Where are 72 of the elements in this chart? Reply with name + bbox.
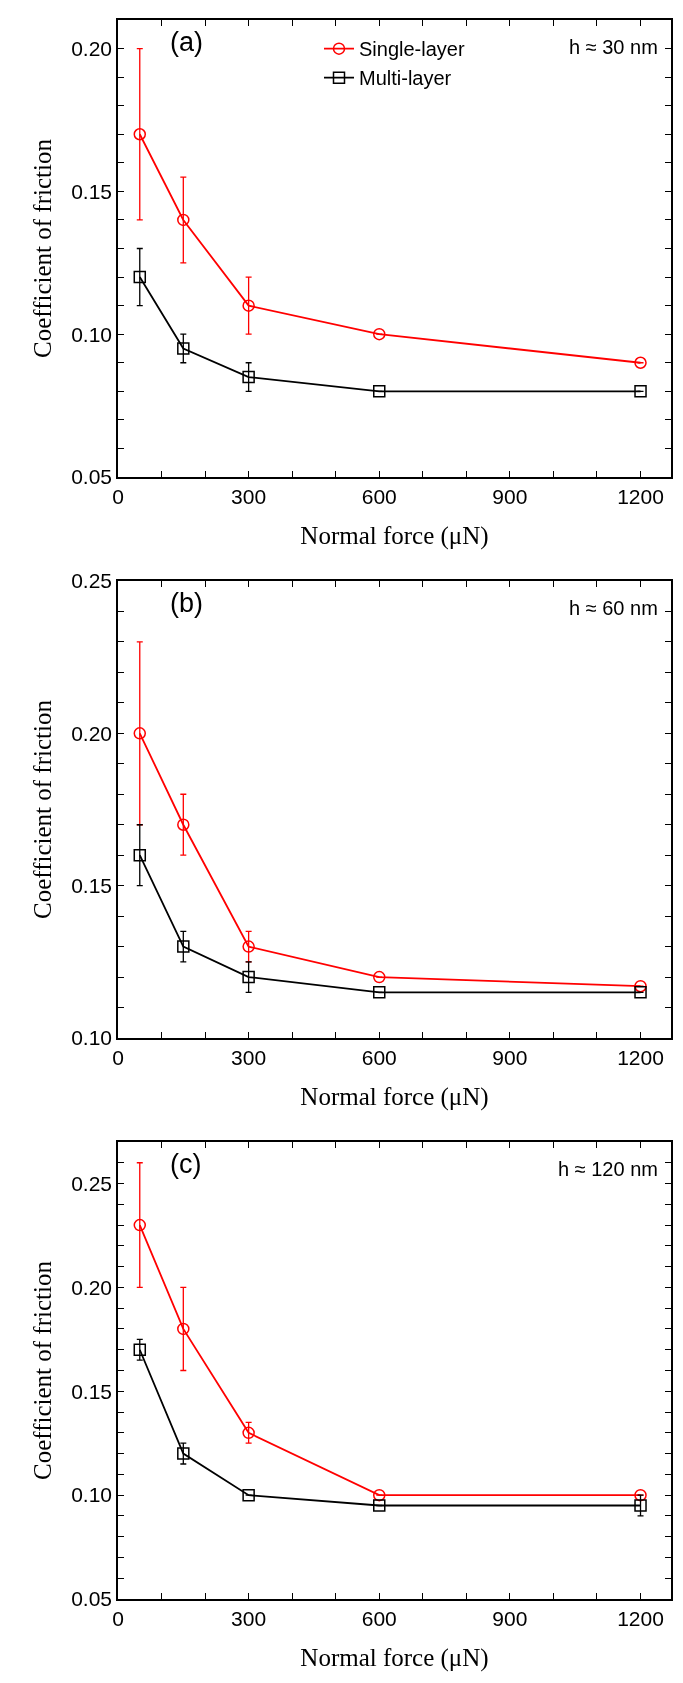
x-tick-label: 0 [112, 1606, 124, 1630]
annotation: (c) [170, 1149, 202, 1179]
annotation: h ≈ 30 nm [569, 36, 658, 58]
y-tick-label: 0.05 [71, 465, 113, 489]
x-tick-label: 0 [112, 1045, 124, 1069]
point [373, 1499, 386, 1512]
y-tick-label: 0.25 [71, 1171, 113, 1195]
point [634, 385, 647, 398]
point [177, 818, 190, 831]
legend-label: Multi-layer [359, 67, 452, 90]
y-axis-title: Coefficient of friction [29, 699, 57, 919]
x-tick-label: 300 [231, 1606, 267, 1630]
x-tick-label: 1200 [617, 1045, 664, 1069]
y-tick-label: 0.25 [71, 569, 113, 593]
y-tick-label: 0.15 [71, 1379, 113, 1403]
x-tick-label: 900 [492, 1606, 528, 1630]
legend-label: Single-layer [359, 38, 465, 61]
point [373, 970, 386, 984]
x-tick-label: 900 [492, 484, 528, 508]
point [242, 1426, 255, 1440]
annotation: (a) [170, 27, 203, 57]
point [177, 1447, 190, 1460]
y-tick-label: 0.10 [71, 1026, 113, 1050]
point [177, 940, 190, 953]
y-tick-label: 0.10 [71, 322, 113, 346]
point [634, 986, 647, 999]
point [634, 1488, 647, 1502]
point [133, 128, 147, 141]
point [242, 1488, 255, 1502]
point [177, 1322, 190, 1336]
x-tick-label: 600 [361, 1045, 397, 1069]
y-tick-label: 0.05 [71, 1587, 113, 1611]
point [242, 970, 255, 984]
x-axis-title: Normal force (μN) [300, 1083, 489, 1112]
point [133, 1343, 147, 1356]
x-tick-label: 300 [231, 1045, 267, 1069]
point [373, 385, 386, 398]
y-tick-label: 0.10 [71, 1483, 113, 1507]
point [133, 270, 147, 284]
point [242, 370, 255, 384]
annotation: h ≈ 120 nm [558, 1158, 658, 1180]
y-tick-label: 0.20 [71, 36, 113, 60]
x-tick-label: 600 [361, 484, 397, 508]
y-axis-title: Coefficient of friction [29, 1260, 57, 1480]
y-tick-label: 0.20 [71, 721, 113, 745]
x-axis-title: Normal force (μN) [300, 1644, 489, 1673]
y-tick-label: 0.20 [71, 1275, 113, 1299]
point [177, 213, 190, 227]
point [133, 848, 147, 862]
annotation: h ≈ 60 nm [569, 597, 658, 619]
point [373, 1488, 386, 1502]
y-tick-label: 0.15 [71, 874, 113, 898]
y-axis-title: Coefficient of friction [29, 138, 57, 358]
x-tick-label: 1200 [617, 1606, 664, 1630]
point [177, 342, 190, 355]
annotation: (b) [170, 588, 203, 618]
point [373, 986, 386, 999]
x-tick-label: 300 [231, 484, 267, 508]
y-tick-label: 0.15 [71, 179, 113, 203]
point [133, 727, 147, 740]
x-tick-label: 1200 [617, 484, 664, 508]
point [634, 1499, 647, 1512]
point [242, 299, 255, 312]
point [133, 1218, 147, 1232]
x-tick-label: 900 [492, 1045, 528, 1069]
point [373, 327, 386, 341]
point [634, 356, 647, 369]
point [634, 979, 647, 993]
x-tick-label: 0 [112, 484, 124, 508]
point [242, 940, 255, 953]
x-tick-label: 600 [361, 1606, 397, 1630]
x-axis-title: Normal force (μN) [300, 522, 489, 551]
